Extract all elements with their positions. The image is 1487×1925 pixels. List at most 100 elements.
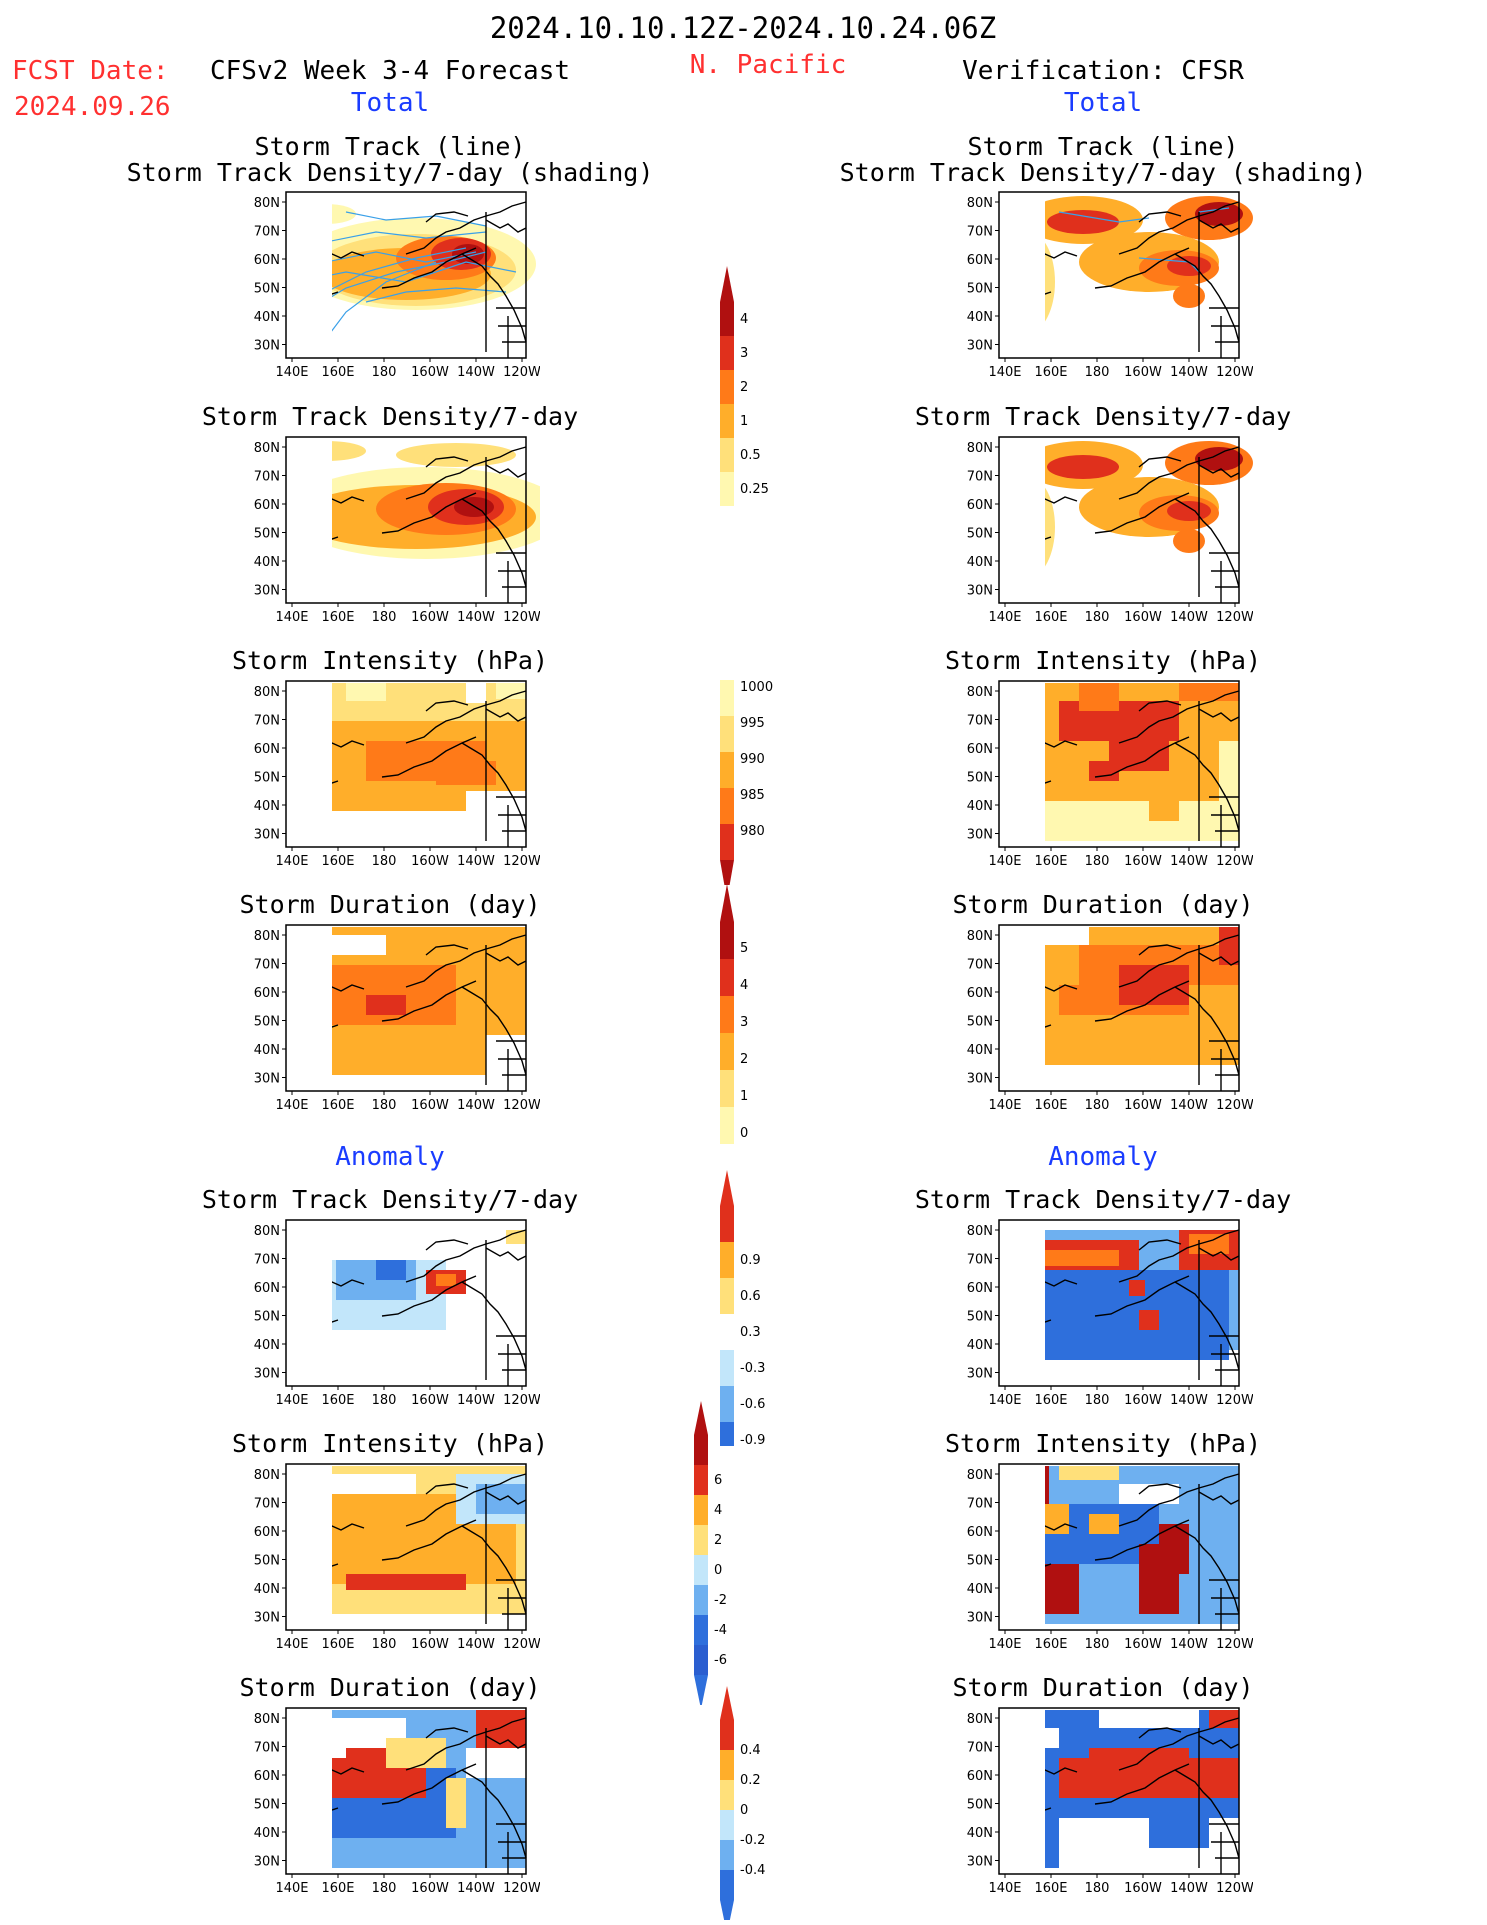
coastline-6 <box>485 952 527 966</box>
lat-tick-label: 60N <box>254 1525 280 1540</box>
shade-blob-9 <box>1173 529 1205 553</box>
title-duration-anom-fcst: Storm Duration (day) <box>239 1673 541 1702</box>
lat-tick-label: 50N <box>967 1310 993 1325</box>
lon-tick-label: 140E <box>988 365 1021 380</box>
shade-cell-8 <box>1089 1514 1119 1534</box>
shade-cell-10 <box>1059 1466 1119 1480</box>
map-duration-verif: 80N 70N 60N 50N 40N 30N 140E 160E 180 160W 140W 120… <box>967 924 1253 1113</box>
colorbar-segment-5 <box>720 472 734 506</box>
shade-cell-7 <box>1139 1310 1159 1330</box>
coastline-8 <box>1209 1335 1239 1386</box>
lat-tick-label: 40N <box>254 310 280 325</box>
lat-tick-label: 30N <box>967 339 993 354</box>
lat-tick-label: 70N <box>254 1497 280 1512</box>
coastline-6 <box>485 1491 527 1505</box>
map-frame <box>998 1463 1240 1631</box>
coastline-4 <box>461 498 527 588</box>
title-density-verif: Storm Track Density/7-day <box>914 402 1292 431</box>
map-density-verif: 80N 70N 60N 50N 40N 30N 140E 160E 180 160W 140W 120… <box>967 436 1253 625</box>
map-intensity-verif: 80N 70N 60N 50N 40N 30N 140E 160E 180 160W 140W 120… <box>967 680 1253 869</box>
lon-tick-label: 120W <box>1216 1393 1253 1408</box>
colorbar-bottom-arrow <box>720 1900 734 1920</box>
colorbar-label: -0.3 <box>740 1361 765 1376</box>
lat-tick-label: 50N <box>967 527 993 542</box>
colorbar-segment-4 <box>720 438 734 472</box>
lat-tick-label: 60N <box>967 986 993 1001</box>
lon-tick-label: 140W <box>1170 1098 1208 1113</box>
lat-tick-label: 70N <box>254 1741 280 1756</box>
lat-tick-label: 50N <box>254 1015 280 1030</box>
shade-cell-6 <box>366 995 406 1015</box>
lon-tick-label: 140E <box>275 1393 308 1408</box>
lon-tick-label: 140W <box>457 365 495 380</box>
lon-tick-label: 180 <box>1085 1637 1110 1652</box>
colorbar-segment-0 <box>720 302 734 336</box>
shade-cell-1 <box>1045 927 1089 945</box>
lat-tick-label: 60N <box>967 742 993 757</box>
colorbar-top-arrow <box>720 1170 734 1206</box>
shade-cell-7 <box>1079 683 1119 711</box>
shade-cell-7 <box>446 1778 466 1828</box>
shade-blob-5 <box>1167 501 1211 521</box>
coastline-5 <box>1138 456 1182 468</box>
lon-tick-label: 180 <box>1085 1393 1110 1408</box>
lon-tick-label: 160E <box>1034 610 1067 625</box>
lon-tick-label: 180 <box>372 1098 397 1113</box>
fcst-date-label: FCST Date: <box>12 56 169 86</box>
colorbar-duration-total: 0 1 2 3 4 5 <box>720 884 748 1144</box>
lat-tick-label: 70N <box>254 225 280 240</box>
shade-cell-5 <box>1089 1748 1189 1768</box>
lon-tick-label: 140E <box>988 1393 1021 1408</box>
shade-cell-10 <box>1189 1234 1229 1254</box>
lon-tick-label: 140W <box>1170 1881 1208 1896</box>
map-frame <box>998 1219 1240 1387</box>
lat-tick-label: 30N <box>254 828 280 843</box>
lon-tick-label: 120W <box>1216 1098 1253 1113</box>
coastline-4 <box>461 742 527 832</box>
colorbar-segment-7 <box>694 1645 708 1675</box>
colorbar-label: 5 <box>740 941 748 956</box>
colorbar-label: 0.9 <box>740 1253 761 1268</box>
coastline-8 <box>1209 1040 1239 1091</box>
lon-tick-label: 160W <box>1124 610 1162 625</box>
colorbar-label: 2 <box>740 1052 748 1067</box>
anomaly-label-right: Anomaly <box>1048 1142 1158 1172</box>
lat-tick-label: 80N <box>967 1712 993 1727</box>
shade-cell-6 <box>386 1738 446 1768</box>
lat-tick-label: 40N <box>254 555 280 570</box>
coastline-0 <box>332 251 365 259</box>
lat-tick-label: 70N <box>967 1741 993 1756</box>
lon-tick-label: 140W <box>457 854 495 869</box>
shade-cell-9 <box>496 683 526 699</box>
colorbar-segment-2 <box>720 1780 734 1810</box>
coastline-8 <box>496 552 526 603</box>
lon-tick-label: 140E <box>275 1637 308 1652</box>
lat-tick-label: 70N <box>967 958 993 973</box>
lat-tick-label: 70N <box>254 714 280 729</box>
title-track-shading-verif: Storm Track Density/7-day (shading) <box>839 158 1367 187</box>
colorbar-top-arrow <box>720 266 734 302</box>
lat-tick-label: 40N <box>967 1582 993 1597</box>
colorbar-segment-1 <box>720 336 734 370</box>
shade-cell-6 <box>436 1274 456 1286</box>
coastline-4 <box>1174 986 1240 1076</box>
shade-cell-1 <box>332 1474 416 1494</box>
lat-tick-label: 40N <box>254 1043 280 1058</box>
colorbar-segment-3 <box>720 1810 734 1840</box>
map-intensity-anom-fcst: 80N 70N 60N 50N 40N 30N 140E 160E 180 160W 140W 120… <box>254 1463 540 1652</box>
lat-tick-label: 80N <box>254 196 280 211</box>
coastline-5 <box>425 1239 469 1251</box>
coastline-6 <box>1198 708 1240 722</box>
colorbar-segment-3 <box>720 1314 734 1350</box>
coastline-8 <box>496 1579 526 1630</box>
title-density-anom-verif: Storm Track Density/7-day <box>914 1185 1292 1214</box>
colorbar-segment-1 <box>720 1750 734 1780</box>
lat-tick-label: 60N <box>967 1525 993 1540</box>
region-label: N. Pacific <box>689 50 847 80</box>
lon-tick-label: 160W <box>1124 1393 1162 1408</box>
map-frame <box>285 924 527 1092</box>
colorbar-density-anom: -0.9 -0.6 -0.3 0.3 0.6 0.9 <box>720 1170 765 1446</box>
coastline-5 <box>425 700 469 712</box>
storm-track-6 <box>365 287 507 303</box>
lon-tick-label: 160E <box>1034 1637 1067 1652</box>
